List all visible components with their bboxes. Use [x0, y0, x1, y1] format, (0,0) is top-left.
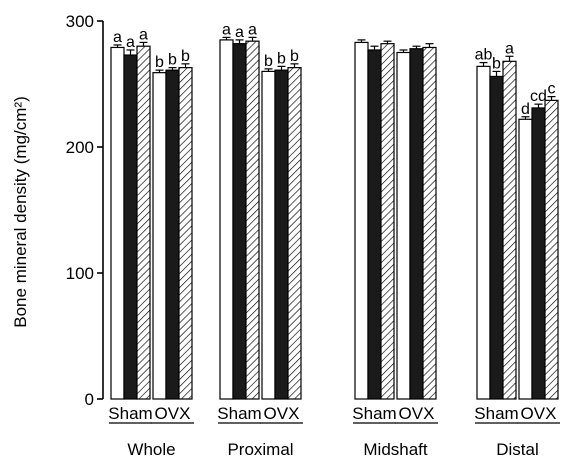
significance-label: b [492, 55, 501, 72]
significance-label: a [505, 40, 514, 57]
category-label-proximal: Proximal [227, 440, 293, 459]
significance-label: a [222, 21, 231, 38]
bar-midshaft-sham-3 [380, 43, 395, 400]
significance-label: b [264, 53, 273, 70]
y-tick-label: 100 [66, 264, 94, 283]
significance-label: a [139, 26, 148, 43]
y-axis-title: Bone mineral density (mg/cm²) [11, 96, 30, 327]
bar-whole-ovx-3 [178, 67, 193, 400]
significance-label: b [277, 50, 286, 67]
bar-proximal-ovx-1 [261, 70, 276, 400]
significance-label: d [521, 101, 530, 118]
bar-proximal-sham-3 [245, 40, 260, 400]
bar-distal-ovx-3 [544, 99, 559, 400]
bar-proximal-sham-1 [219, 39, 234, 400]
bar-proximal-sham-2 [232, 43, 247, 400]
y-tick-label: 300 [66, 12, 94, 31]
category-label-midshaft: Midshaft [363, 440, 428, 459]
group-label-distal-sham: Sham [474, 404, 518, 423]
group-label-midshaft-sham: Sham [352, 404, 396, 423]
bar-midshaft-sham-2 [367, 49, 382, 400]
category-label-distal: Distal [496, 440, 539, 459]
group-label-whole-sham: Sham [108, 404, 152, 423]
bar-whole-ovx-2 [165, 69, 180, 400]
significance-label: a [235, 24, 244, 41]
bar-midshaft-ovx-3 [422, 46, 437, 400]
bar-whole-sham-1 [110, 46, 125, 400]
significance-label: b [168, 52, 177, 69]
bar-whole-sham-3 [136, 45, 151, 400]
bar-proximal-ovx-3 [287, 67, 302, 400]
y-tick-label: 0 [85, 390, 94, 409]
significance-label: c [548, 81, 556, 98]
significance-label: a [113, 29, 122, 46]
significance-label: ab [475, 47, 493, 64]
significance-label: cd [530, 88, 547, 105]
category-label-whole: Whole [127, 440, 175, 459]
bar-distal-sham-2 [489, 75, 504, 400]
y-tick-label: 200 [66, 138, 94, 157]
bar-distal-sham-1 [476, 65, 491, 400]
significance-label: b [155, 54, 164, 71]
group-label-whole-ovx: OVX [155, 404, 191, 423]
group-label-proximal-ovx: OVX [264, 404, 300, 423]
significance-label: a [126, 34, 135, 51]
significance-label: a [248, 21, 257, 38]
significance-label: b [181, 48, 190, 65]
bar-distal-ovx-2 [531, 107, 546, 400]
bar-midshaft-ovx-2 [409, 48, 424, 400]
bar-midshaft-ovx-1 [396, 51, 411, 400]
bar-proximal-ovx-2 [274, 69, 289, 400]
group-label-proximal-sham: Sham [217, 404, 261, 423]
bar-midshaft-sham-1 [354, 41, 369, 400]
group-label-midshaft-ovx: OVX [399, 404, 435, 423]
significance-label: b [290, 48, 299, 65]
group-label-distal-ovx: OVX [521, 404, 557, 423]
bar-whole-ovx-1 [152, 72, 167, 400]
bar-whole-sham-2 [123, 54, 138, 400]
bar-distal-ovx-1 [518, 118, 533, 400]
bar-distal-sham-3 [502, 60, 517, 400]
